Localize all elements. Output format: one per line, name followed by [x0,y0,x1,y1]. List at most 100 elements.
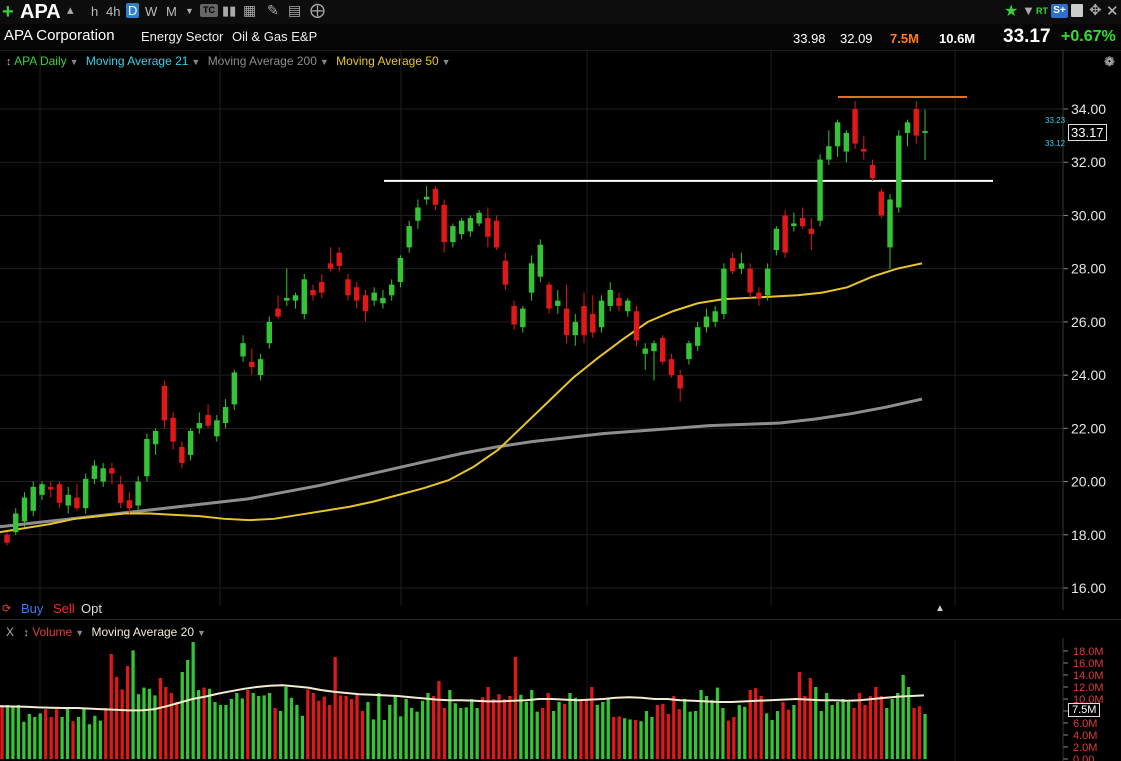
rt-icon[interactable]: RT [1036,6,1048,16]
options-button[interactable]: Opt [81,601,102,616]
candle-body [546,284,552,309]
draw-pencil-icon[interactable]: ✎ [267,2,279,18]
save-icon[interactable] [1071,4,1083,17]
palette-icon[interactable]: ❁ [1104,54,1115,69]
ma21-menu-icon[interactable]: ▼ [191,57,201,67]
tc-icon[interactable]: TC [200,4,218,17]
candle-body [371,292,377,301]
volume-bar [846,702,851,759]
share-icon[interactable]: ⨁ [310,2,325,19]
s-plus-icon[interactable]: S+ [1051,4,1068,18]
volume-bar [551,711,556,759]
candle [502,252,509,290]
toolbar: + APA ▴ h 4h D W M ▼ TC ▮▮ ▦ ✎ ▤ ⨁ ★ ▼ R… [0,0,1121,24]
notes-icon[interactable]: ▤ [288,2,302,18]
legend-ma200[interactable]: Moving Average 200 [207,54,317,68]
sector-link[interactable]: Energy Sector [141,29,224,44]
volume-close-button[interactable]: X [6,625,15,639]
volume-bar [868,696,873,759]
timeframe-dropdown-icon[interactable]: ▼ [185,6,194,16]
volume-bar [622,718,627,759]
legend-ma50[interactable]: Moving Average 50 [336,54,439,68]
volume-bar [841,699,845,759]
candle-body [249,361,255,368]
volume-bar [775,711,780,759]
volume-bar [366,702,370,759]
add-symbol-icon[interactable]: + [2,1,14,23]
timeframe-h[interactable]: h [91,4,99,19]
candle-body [4,534,10,543]
volume-bar [480,697,485,759]
volume-title[interactable]: Volume [32,625,73,639]
volume-bar [530,690,534,759]
volume-bar [617,716,621,759]
volume-toggle-icon[interactable]: ↕ [23,627,29,639]
collapse-arrow-icon[interactable]: ▲ [935,603,945,614]
candle-body [694,327,701,346]
company-name: APA Corporation [4,27,115,44]
timeframe-w[interactable]: W [145,4,158,19]
timeframe-m[interactable]: M [166,4,177,19]
volume-legend: X ↕ Volume ▼ Moving Average 20 ▼ [6,625,206,639]
candle [284,268,290,306]
volume-chart[interactable]: 18.0M16.0M14.0M12.0M10.0M8.0M6.0M4.0M2.0… [0,620,1121,761]
volume-bar [448,690,452,759]
volume-bar [497,694,501,759]
star-icon[interactable]: ★ [1004,3,1019,20]
volume-bar [502,699,507,759]
volume-bar [819,711,823,759]
volume-bar [33,717,37,759]
megaphone-icon[interactable]: ▴ [67,2,74,17]
candle [852,101,858,149]
volume-bar [693,711,698,759]
volume-menu-icon[interactable]: ▼ [75,628,85,638]
symbol-input[interactable]: APA [20,1,61,23]
volume-bar [770,720,774,759]
buy-button[interactable]: Buy [21,601,44,616]
volume-ma-label[interactable]: Moving Average 20 [91,625,195,639]
alert-icon[interactable]: ▼ [1022,3,1035,18]
candle [799,207,806,229]
bar-chart-icon[interactable]: ▮▮ [222,3,237,18]
volume-bar [382,720,386,759]
candle [590,295,596,338]
move-icon[interactable]: ✥ [1089,2,1102,19]
price-chart[interactable]: 34.00 32.00 30.00 28.00 26.00 24.00 22.00 20.00… [0,50,1121,620]
volume-bar [147,688,152,759]
sell-button[interactable]: Sell [53,601,75,616]
last-volume-tag: 7.5M [1068,703,1101,717]
candle [240,335,246,362]
candle-body [537,244,544,277]
candle [773,226,780,256]
candle-body [266,321,272,344]
candle [74,484,80,511]
candle-body [625,300,631,312]
candle-body [126,500,133,509]
timeframe-d[interactable]: D [126,3,140,18]
ma200-menu-icon[interactable]: ▼ [319,57,329,67]
close-icon[interactable]: ✕ [1106,3,1119,20]
volume-bar [688,711,692,759]
candle-body [485,218,491,237]
candle-body [441,204,447,243]
candle-body [30,486,36,511]
ma50-menu-icon[interactable]: ▼ [441,57,451,67]
timeframe-4h[interactable]: 4h [106,4,121,19]
volume-bar [486,687,490,759]
candle-body [144,438,150,477]
legend-ma21[interactable]: Moving Average 21 [85,54,189,68]
edit-chart-icon[interactable]: ▦ [243,2,257,18]
volume-bar [442,708,447,759]
industry-link[interactable]: Oil & Gas E&P [232,29,318,44]
candle [144,433,150,482]
candle [117,476,124,509]
volume-ma-menu-icon[interactable]: ▼ [197,628,206,638]
volume-bar [786,709,791,759]
candle-body [39,484,45,495]
series-menu-icon[interactable]: ▼ [69,57,79,67]
candle [397,255,404,288]
series-toggle-icon[interactable]: ↕ [6,56,12,68]
price-axis-label: 26.00 [1071,314,1106,330]
trade-icon[interactable]: ⟳ [2,603,12,615]
volume-bar [830,705,834,759]
